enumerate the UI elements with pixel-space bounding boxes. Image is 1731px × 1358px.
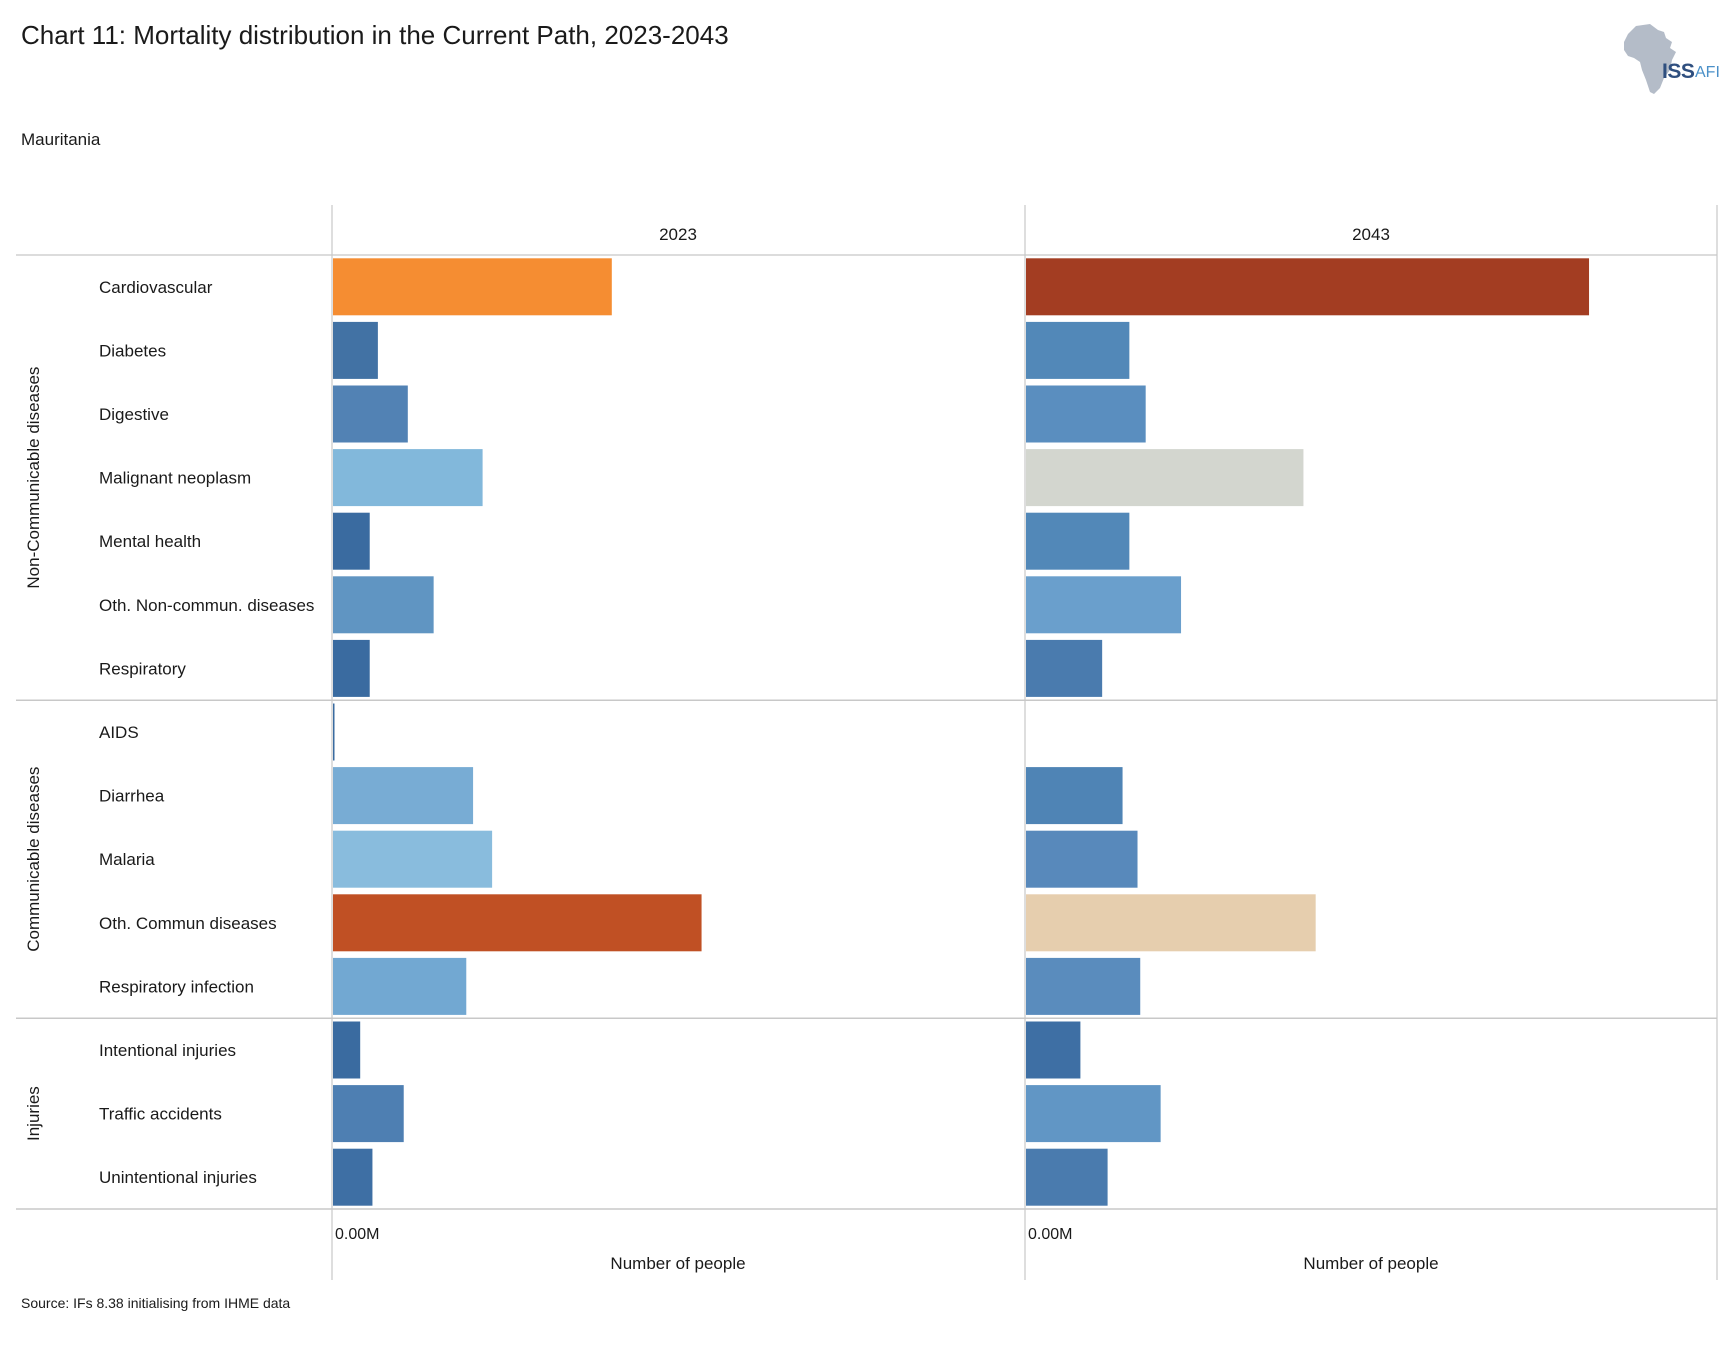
bar-2043-diarrhea <box>1026 767 1123 825</box>
category-label: AIDS <box>99 723 139 742</box>
group-label: Injuries <box>24 1086 43 1141</box>
chart-bars <box>333 258 1590 1206</box>
category-label: Diarrhea <box>99 787 165 806</box>
category-label: Diabetes <box>99 341 166 360</box>
bar-2023-unintentional-injuries <box>333 1148 373 1206</box>
bar-2043-traffic-accidents <box>1026 1085 1161 1143</box>
logo-iss-text: ISS <box>1662 60 1695 83</box>
bar-2043-malaria <box>1026 830 1138 888</box>
x-axis-title: Number of people <box>610 1254 745 1273</box>
bar-2023-aids <box>333 703 335 761</box>
category-label: Cardiovascular <box>99 278 213 297</box>
category-label: Digestive <box>99 405 169 424</box>
iss-afi-logo: ISS AFI <box>1620 22 1720 112</box>
x-tick-label: 0.00M <box>1028 1226 1072 1243</box>
bar-2023-cardiovascular <box>333 258 612 316</box>
bar-2043-oth-non-commun-diseases <box>1026 576 1182 634</box>
chart-labels: 2023 2043 Non-Communicable diseases Cardiov… <box>24 225 1439 1273</box>
chart-source: Source: IFs 8.38 initialising from IHME … <box>21 1295 291 1311</box>
chart-area: 2023 2043 Non-Communicable diseases Cardiov… <box>16 205 1718 1280</box>
bar-2043-diabetes <box>1026 321 1130 379</box>
group-label: Non-Communicable diseases <box>24 367 43 589</box>
bar-2023-oth-commun-diseases <box>333 894 702 952</box>
category-label: Oth. Commun diseases <box>99 914 277 933</box>
bar-2023-digestive <box>333 385 408 443</box>
logo-afi-text: AFI <box>1695 64 1720 81</box>
panel-header-2043: 2043 <box>1352 225 1390 244</box>
category-label: Traffic accidents <box>99 1105 222 1124</box>
category-label: Malaria <box>99 850 155 869</box>
group-label: Communicable diseases <box>24 767 43 952</box>
bar-2043-oth-commun-diseases <box>1026 894 1316 952</box>
bar-2043-malignant-neoplasm <box>1026 449 1304 507</box>
x-axis-title: Number of people <box>1303 1254 1438 1273</box>
bar-2043-mental-health <box>1026 512 1130 570</box>
category-label: Oth. Non-commun. diseases <box>99 596 314 615</box>
panel-header-2023: 2023 <box>659 225 697 244</box>
category-label: Unintentional injuries <box>99 1168 257 1187</box>
bar-2043-unintentional-injuries <box>1026 1148 1108 1206</box>
x-tick-label: 0.00M <box>335 1226 379 1243</box>
africa-map-icon <box>1624 24 1676 94</box>
bar-2023-malignant-neoplasm <box>333 449 483 507</box>
bar-2023-mental-health <box>333 512 370 570</box>
bar-2043-cardiovascular <box>1026 258 1590 316</box>
bar-2043-intentional-injuries <box>1026 1021 1081 1079</box>
category-label: Malignant neoplasm <box>99 469 251 488</box>
bar-2043-respiratory <box>1026 639 1103 697</box>
bar-2043-digestive <box>1026 385 1146 443</box>
bar-2023-diabetes <box>333 321 378 379</box>
chart-subtitle: Mauritania <box>21 130 101 149</box>
bar-2023-oth-non-commun-diseases <box>333 576 434 634</box>
bar-2023-malaria <box>333 830 493 888</box>
category-label: Respiratory <box>99 659 186 678</box>
category-label: Respiratory infection <box>99 977 254 996</box>
bar-2023-respiratory <box>333 639 370 697</box>
category-label: Mental health <box>99 532 201 551</box>
bar-2023-traffic-accidents <box>333 1085 404 1143</box>
chart-title: Chart 11: Mortality distribution in the … <box>21 20 729 50</box>
bar-2043-respiratory-infection <box>1026 957 1141 1015</box>
bar-2023-respiratory-infection <box>333 957 467 1015</box>
category-label: Intentional injuries <box>99 1041 236 1060</box>
bar-2023-intentional-injuries <box>333 1021 361 1079</box>
chart-grid <box>16 205 1718 1280</box>
bar-2023-diarrhea <box>333 767 474 825</box>
